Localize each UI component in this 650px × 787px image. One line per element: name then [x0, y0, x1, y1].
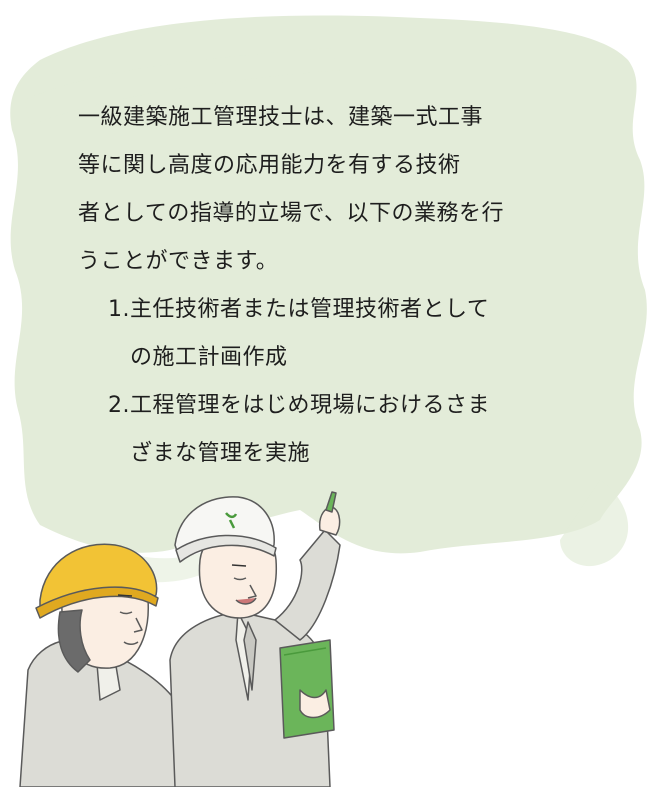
list-item: 1. 主任技術者または管理技術者として: [78, 286, 588, 334]
intro-line: 等に関し高度の応用能力を有する技術: [78, 153, 461, 178]
list-number: 2.: [108, 393, 130, 418]
list-item-line: 主任技術者または管理技術者として: [130, 297, 490, 322]
list-item-line: ざまな管理を実施: [130, 441, 311, 466]
intro-line: 一級建築施工管理技士は、建築一式工事: [78, 105, 484, 130]
intro-line: 者としての指導的立場で、以下の業務を行: [78, 201, 504, 226]
description-text: 一級建築施工管理技士は、建築一式工事 等に関し高度の応用能力を有する技術 者とし…: [78, 94, 588, 478]
intro-line: うことができます。: [78, 249, 279, 274]
list-item-continuation: の施工計画作成: [78, 334, 588, 382]
list-item-line: の施工計画作成: [130, 345, 288, 370]
list-number: 1.: [108, 297, 130, 322]
list-item-continuation: ざまな管理を実施: [78, 430, 588, 478]
list-item: 2. 工程管理をはじめ現場におけるさま: [78, 382, 588, 430]
worker-yellow-helmet: [19, 543, 179, 787]
worker-white-helmet: [169, 491, 341, 787]
list-item-line: 工程管理をはじめ現場におけるさま: [130, 393, 491, 418]
